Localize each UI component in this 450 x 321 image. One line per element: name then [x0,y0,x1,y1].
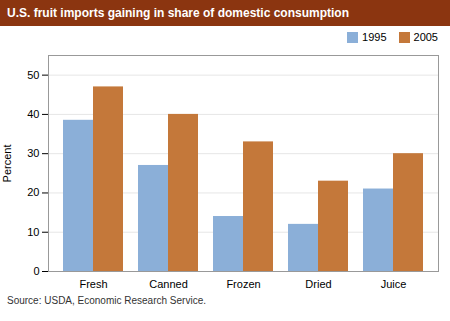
svg-text:50: 50 [27,69,39,81]
svg-text:0: 0 [33,265,39,277]
svg-text:Percent: Percent [1,145,13,183]
html-text:2005: 2005 [413,31,438,43]
svg-text:Canned: Canned [149,278,188,290]
svg-text:Frozen: Frozen [226,278,260,290]
svg-text:20: 20 [27,186,39,198]
svg-text:40: 40 [27,108,39,120]
svg-text:10: 10 [27,226,39,238]
html-text:U.S. fruit imports gaining in: U.S. fruit imports gaining in share of d… [7,6,349,20]
svg-text:Fresh: Fresh [79,278,107,290]
html-text:1995: 1995 [362,31,387,43]
svg-text:30: 30 [27,147,39,159]
svg-text:Juice: Juice [381,278,407,290]
html-text:Source: USDA, Economic Researc: Source: USDA, Economic Research Service. [7,295,206,306]
svg-text:Dried: Dried [305,278,331,290]
